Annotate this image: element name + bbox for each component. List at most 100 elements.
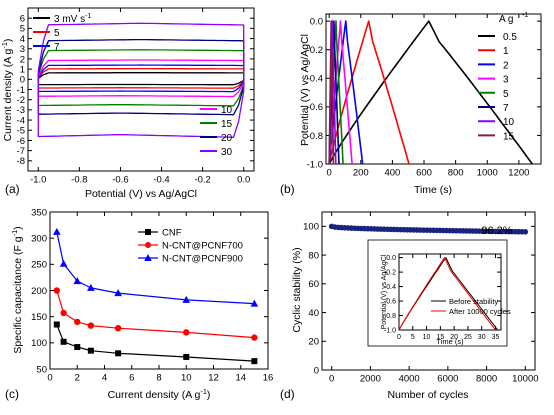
- x-axis-label-tail: ): [207, 389, 211, 401]
- x-tick-label: 25: [464, 334, 472, 341]
- y-tick-label: 50: [36, 364, 47, 375]
- legend-label: 7: [503, 103, 509, 114]
- x-tick-label: 5: [411, 334, 415, 341]
- y-tick-label: -0.8: [307, 131, 323, 142]
- data-point-circle: [183, 329, 190, 336]
- x-tick-label: 10: [181, 373, 192, 384]
- data-point-square: [87, 347, 94, 354]
- x-tick-label: 6000: [437, 374, 458, 385]
- cv-curve-30: [37, 22, 245, 138]
- legend-label: 3: [503, 75, 509, 86]
- data-point-square: [183, 353, 190, 360]
- y-tick-label: 350: [31, 207, 47, 218]
- x-tick-label: 8000: [476, 374, 497, 385]
- y-tick-label: 5: [20, 24, 25, 35]
- data-point-triangle: [182, 295, 191, 303]
- legend-label-base: 3 mV s: [54, 14, 85, 25]
- x-tick-label: 10: [423, 334, 431, 341]
- y-tick-label: 80: [308, 250, 319, 261]
- y-tick-label: -6: [17, 136, 25, 147]
- data-point-triangle: [59, 259, 68, 267]
- x-axis-label: Number of cycles: [387, 389, 468, 401]
- retention-annotation: 96.2%: [481, 225, 512, 237]
- x-tick-label: 800: [448, 168, 464, 179]
- gcd-curve-1: [328, 20, 410, 164]
- x-tick-label: 15: [436, 334, 444, 341]
- y-tick-label: 0.0: [310, 16, 323, 27]
- panel-label: (a): [5, 182, 20, 196]
- y-tick-label: 0.0: [386, 255, 396, 262]
- y-axis-label: Cyclic stability (%): [291, 247, 303, 332]
- data-point-square: [115, 350, 122, 357]
- y-tick-label: 40: [308, 308, 319, 319]
- legend-label: CNF: [162, 228, 182, 239]
- y-tick-label: 1: [20, 64, 25, 75]
- data-point-square: [251, 358, 258, 365]
- y-tick-label: -1: [17, 85, 25, 96]
- x-axis-label-sup: -1: [200, 387, 207, 396]
- x-tick-label: 6: [129, 373, 134, 384]
- gcd-curve-0.5: [328, 20, 533, 164]
- legend-marker: [144, 254, 152, 261]
- x-tick-label: 600: [416, 168, 432, 179]
- x-axis-label-base: Current density (A g: [108, 389, 201, 401]
- x-tick-label: 0: [47, 373, 52, 384]
- y-tick-label: 100: [303, 222, 319, 233]
- data-point-triangle: [114, 289, 122, 297]
- gcd-curve-15: [328, 20, 335, 164]
- y-tick-label: -0.2: [384, 270, 396, 277]
- x-axis-label: Current density (A g-1): [108, 387, 211, 401]
- data-point-circle: [87, 322, 95, 329]
- legend-label: 20: [221, 133, 233, 144]
- gcd-lines: [328, 20, 533, 164]
- legend-label: N-CNT@PCNF700: [162, 241, 243, 252]
- inset-legend-label: Before stability: [449, 297, 498, 306]
- data-point-triangle: [250, 299, 259, 307]
- cv-curve-3-mV-s-1: [37, 72, 245, 86]
- x-tick-label: 20: [450, 334, 458, 341]
- data-point-circle: [114, 324, 122, 332]
- plot-frame: [398, 253, 502, 331]
- x-tick-label: 1000: [477, 168, 498, 179]
- y-axis-label-sup: -1: [10, 230, 19, 237]
- plot-frame: [325, 13, 542, 165]
- legend-label: N-CNT@PCNF900: [162, 254, 243, 265]
- legend-marker: [145, 229, 151, 235]
- inset-legend-label: After 10000 cycles: [449, 307, 511, 316]
- y-tick-label: -0.4: [307, 74, 323, 85]
- y-axis-label: Current density (A g-1): [0, 39, 14, 142]
- x-tick-label: 12: [208, 373, 219, 384]
- cv-curve-15: [37, 49, 245, 107]
- legend-label: 7: [54, 42, 60, 53]
- y-tick-label: -7: [17, 146, 25, 157]
- data-point-triangle: [73, 277, 82, 285]
- legend-label: 3 mV s-1: [54, 13, 91, 25]
- plot-frame: [49, 211, 269, 370]
- data-point-triangle: [87, 283, 95, 291]
- inset-curve-1: [398, 257, 496, 331]
- x-tick-label: -0.6: [112, 175, 128, 186]
- y-tick-label: -0.4: [384, 284, 396, 291]
- panel-b: 0 200 400 600 800 1000 1200 -1.0 -0.8 -0.6 -0.4 -0.…: [280, 12, 542, 196]
- data-point-circle: [53, 287, 61, 294]
- y-tick-label: 0: [20, 75, 25, 86]
- y-tick-label: 4: [20, 34, 25, 45]
- y-tick-label: 0: [314, 365, 319, 376]
- panel-c: 0 2 4 6 8 10 12 14 16 50 100 150 200 250 300 350 CNF N-CN…: [5, 207, 273, 401]
- x-tick-label: 200: [353, 168, 369, 179]
- x-tick-label: 2: [75, 373, 80, 384]
- y-tick-label: -0.6: [307, 102, 323, 113]
- y-tick-label: -0.2: [307, 45, 323, 56]
- x-tick-label: 400: [384, 168, 400, 179]
- y-tick-label: 20: [308, 337, 319, 348]
- y-tick-label: 100: [31, 338, 47, 349]
- x-tick-label: 35: [492, 334, 500, 341]
- legend-title-sup: -1: [522, 12, 528, 19]
- inset-frame: [367, 239, 508, 347]
- x-tick-label: 4000: [399, 374, 420, 385]
- y-tick-label: -3: [17, 105, 25, 116]
- legend-label-sup: -1: [85, 13, 91, 20]
- x-tick-label: -1.0: [30, 175, 46, 186]
- legend-title: A g: [499, 14, 513, 25]
